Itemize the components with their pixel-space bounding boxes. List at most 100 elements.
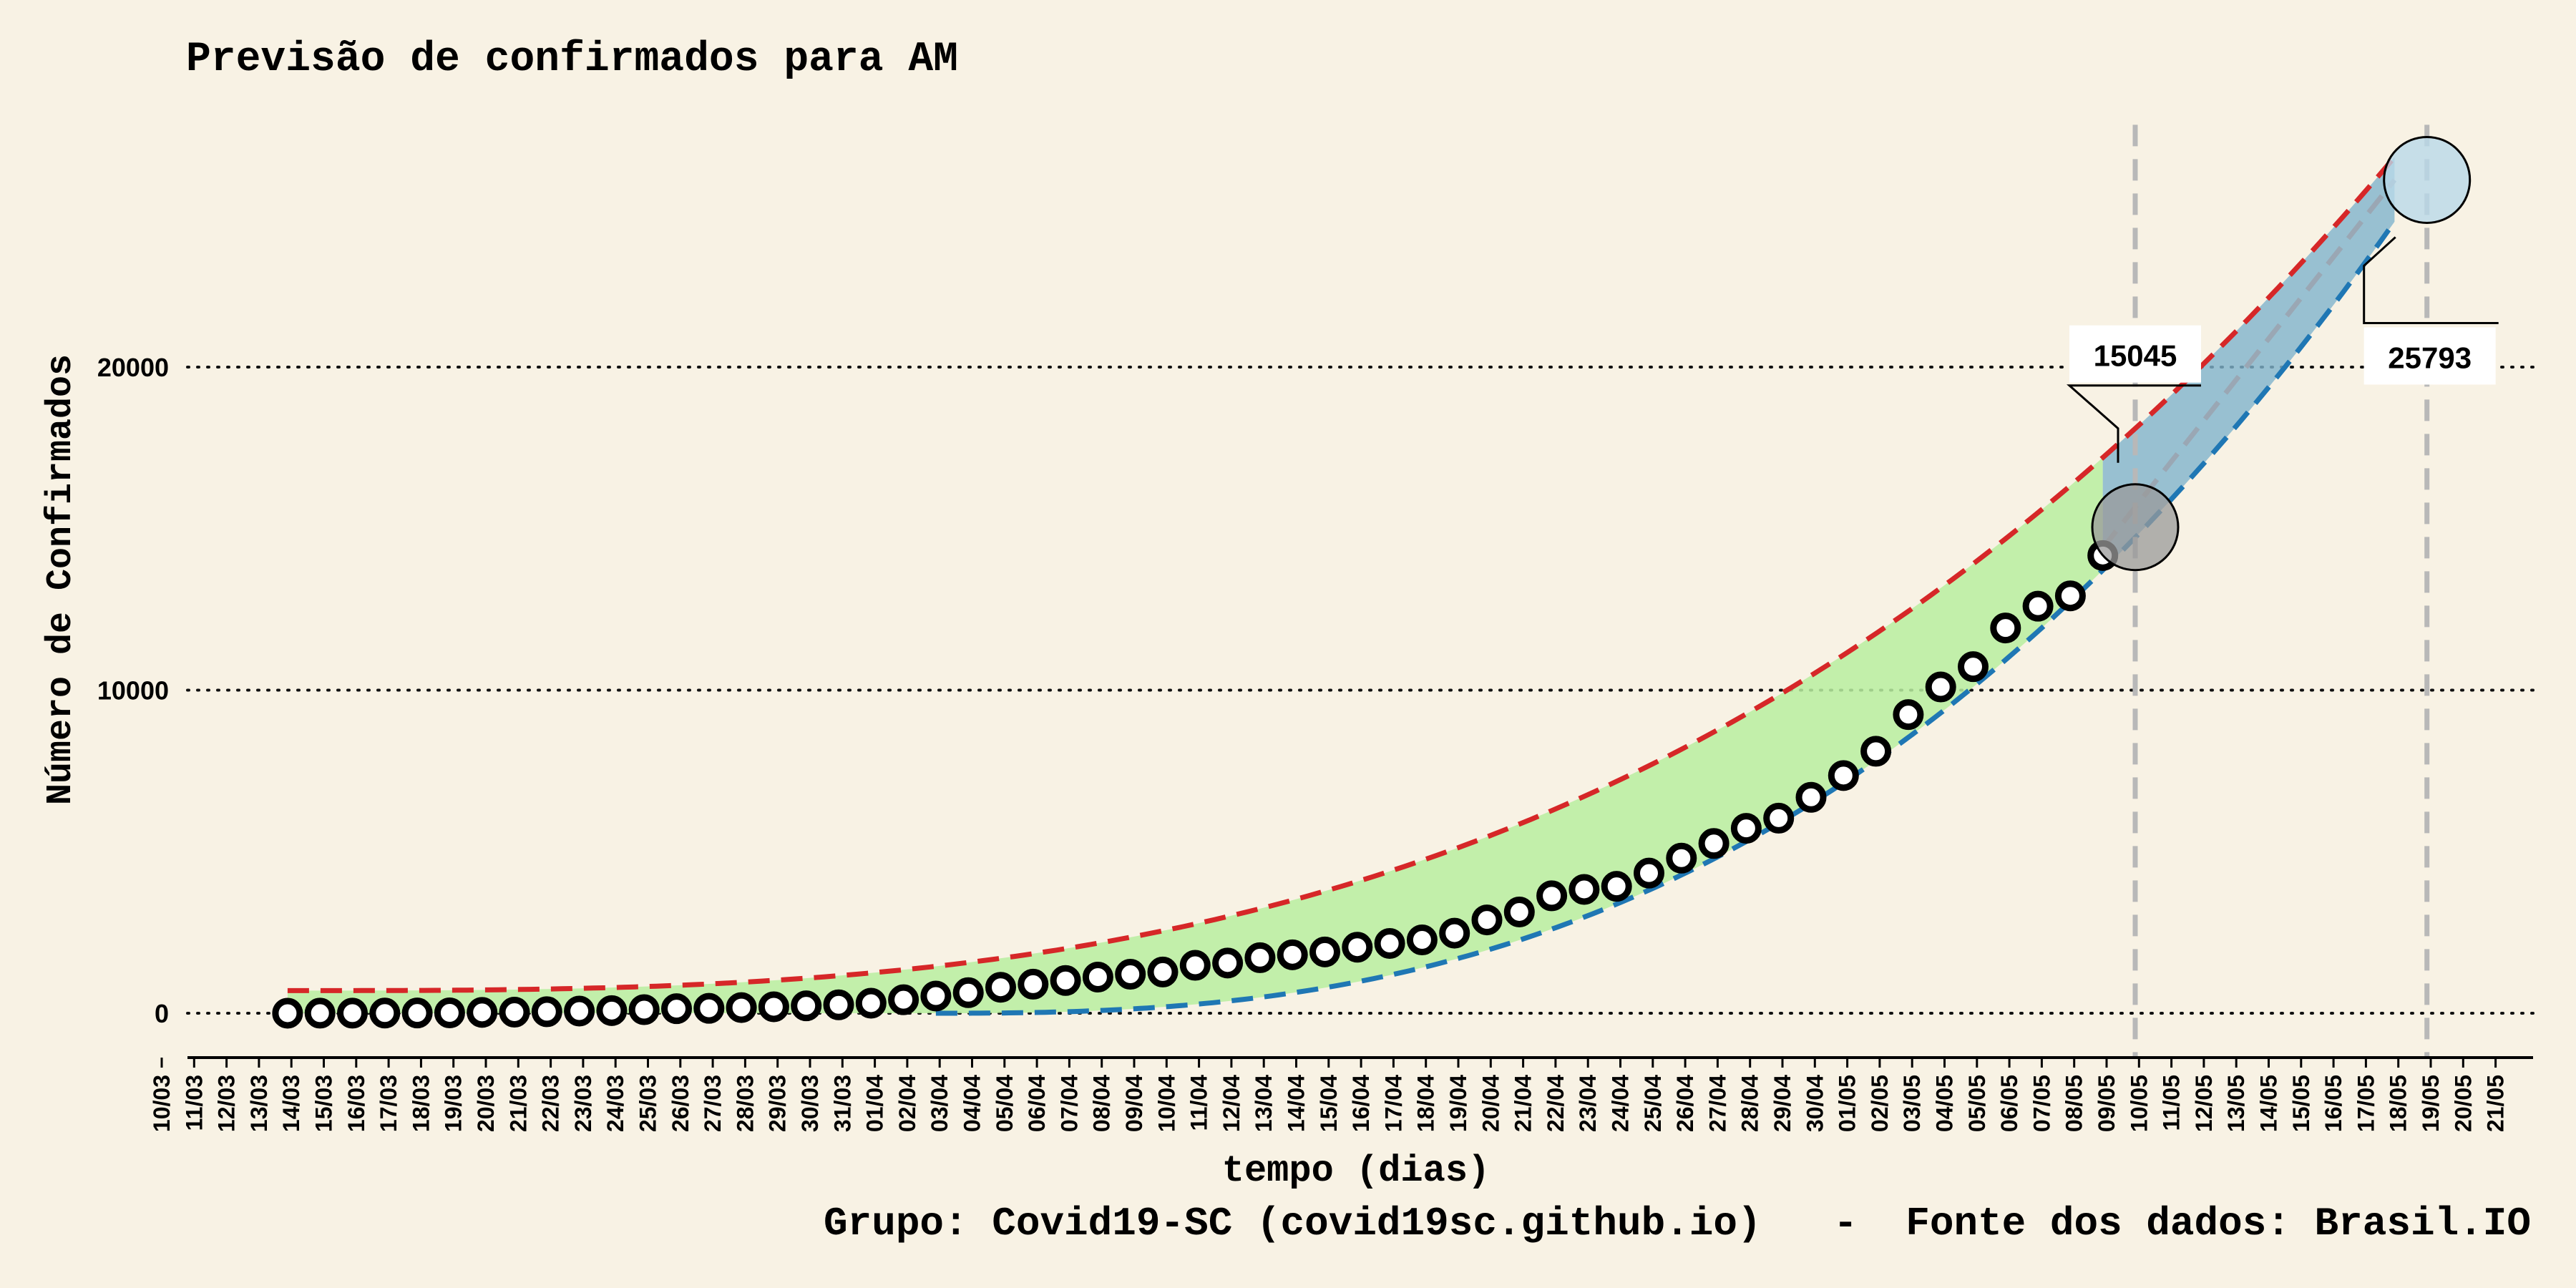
forecast-label: 25793 (2388, 341, 2472, 374)
confirmed-point (823, 989, 854, 1020)
confirmed-point (337, 997, 368, 1029)
x-tick-label: 06/05 (1996, 1075, 2022, 1132)
forecast-label-box (2363, 327, 2496, 385)
x-tick-label: 01/05 (1835, 1075, 1860, 1132)
confirmed-point (1601, 871, 1632, 902)
x-tick-label: 28/03 (732, 1075, 758, 1132)
confirmed-point (401, 997, 433, 1029)
confirmed-point (1860, 736, 1892, 767)
x-tick-label: 27/04 (1704, 1075, 1730, 1132)
x-tick-label: 09/05 (2094, 1075, 2119, 1132)
forecast-leader (2363, 236, 2499, 324)
x-tick-label: 08/05 (2062, 1075, 2087, 1132)
confirmed-point (1212, 947, 1244, 979)
x-tick-label: 25/03 (635, 1075, 661, 1132)
confirmed-point (1082, 961, 1113, 992)
confirmed-point (564, 995, 595, 1027)
x-tick-label: 05/05 (1964, 1075, 1990, 1132)
axis-layer: 0 10000 20000 10/03 11/03 12/03 13/03 14/03 15/0… (97, 353, 2533, 1132)
confirmed-point (1536, 880, 1568, 912)
confirmed-point (1763, 802, 1795, 834)
x-tick-label: 02/05 (1867, 1075, 1893, 1132)
x-tick-label: 12/03 (214, 1075, 240, 1132)
confirmed-point (1990, 613, 2021, 644)
confirmed-point (1795, 781, 1827, 813)
confirmed-point (1406, 924, 1438, 956)
x-tick-label: 24/03 (602, 1075, 628, 1132)
x-tick-label: 04/05 (1932, 1075, 1958, 1132)
x-tick-label: 13/03 (246, 1075, 272, 1132)
upper-model-curve (287, 155, 2397, 993)
x-tick-label: 18/05 (2386, 1075, 2411, 1132)
confirmed-point (499, 997, 530, 1028)
x-tick-label: 02/04 (894, 1075, 920, 1132)
x-tick-label: 19/04 (1445, 1075, 1471, 1132)
confirmed-point (1374, 927, 1405, 959)
fit-band (287, 457, 2103, 1013)
confirmed-point (1342, 932, 1373, 963)
y-tick-label: 0 (155, 999, 169, 1028)
x-tick-label: 22/04 (1543, 1075, 1568, 1132)
x-tick-label: 11/03 (181, 1075, 207, 1131)
x-tick-label: 13/04 (1251, 1075, 1277, 1132)
x-tick-label: 21/05 (2483, 1075, 2509, 1132)
confirmed-point (1439, 917, 1470, 949)
x-tick-label: 26/04 (1672, 1075, 1698, 1132)
x-tick-label: 23/04 (1575, 1075, 1601, 1132)
confirmed-point (952, 977, 984, 1008)
y-axis-label: Número de Confirmados (41, 354, 82, 805)
x-tick-label: 29/03 (765, 1075, 791, 1132)
confirmed-point (1277, 939, 1308, 970)
x-tick-label: 17/05 (2353, 1075, 2379, 1132)
x-tick-label: 22/03 (538, 1075, 564, 1132)
x-tick-label: 08/04 (1089, 1075, 1115, 1132)
confirmed-point (304, 997, 336, 1029)
confirmed-point (1471, 904, 1503, 936)
forecast-label-box (2069, 325, 2201, 383)
forecast-leader (2067, 384, 2201, 463)
confirmed-point (1666, 842, 1697, 874)
confirmed-point (1503, 896, 1535, 927)
confirmed-point (985, 972, 1016, 1003)
confirmed-point (369, 997, 401, 1029)
x-tick-label: 16/05 (2321, 1075, 2346, 1132)
x-tick-label: 10/04 (1153, 1075, 1179, 1132)
x-tick-label: 15/05 (2288, 1075, 2314, 1132)
x-tick-label: 20/05 (2450, 1075, 2476, 1132)
x-tick-label: 10/05 (2126, 1075, 2152, 1132)
confirmed-point (1147, 956, 1179, 987)
confirmed-point (1179, 950, 1211, 981)
x-tick-label: 20/04 (1478, 1075, 1503, 1132)
x-tick-label: 15/03 (311, 1075, 337, 1132)
y-tick-label: 20000 (97, 353, 169, 382)
x-tick-label: 20/03 (473, 1075, 499, 1132)
x-tick-label: 01/04 (862, 1075, 888, 1132)
chart-title: Previsão de confirmados para AM (186, 36, 958, 83)
confirmed-point (920, 980, 952, 1012)
confirmed-point (272, 997, 303, 1029)
x-tick-label: 25/04 (1640, 1075, 1666, 1132)
x-tick-label: 16/03 (343, 1075, 369, 1132)
confirmed-point (1698, 828, 1729, 859)
x-tick-label: 10/03 (149, 1075, 175, 1132)
confirmed-point (2022, 590, 2054, 622)
confirmed-point (1634, 857, 1664, 889)
x-tick-label: 09/04 (1121, 1075, 1147, 1132)
x-tick-label: 17/04 (1380, 1075, 1406, 1132)
x-tick-label: 18/04 (1413, 1075, 1439, 1132)
confirmed-point (2054, 580, 2086, 612)
x-tick-label: 13/05 (2223, 1075, 2249, 1132)
confirmed-point (1244, 942, 1276, 973)
confirmed-point (855, 987, 887, 1019)
confirmed-point (1958, 651, 1989, 683)
x-tick-label: 14/04 (1284, 1075, 1309, 1132)
x-tick-label: 15/04 (1316, 1075, 1342, 1132)
forecast-lines-layer (2132, 125, 2430, 1058)
x-tick-label: 18/03 (408, 1075, 434, 1132)
confirmed-point (628, 994, 660, 1025)
x-tick-label: 11/04 (1186, 1075, 1212, 1131)
confirmed-point (434, 997, 465, 1029)
x-tick-label: 28/04 (1737, 1075, 1763, 1132)
x-tick-label: 21/04 (1511, 1075, 1536, 1132)
